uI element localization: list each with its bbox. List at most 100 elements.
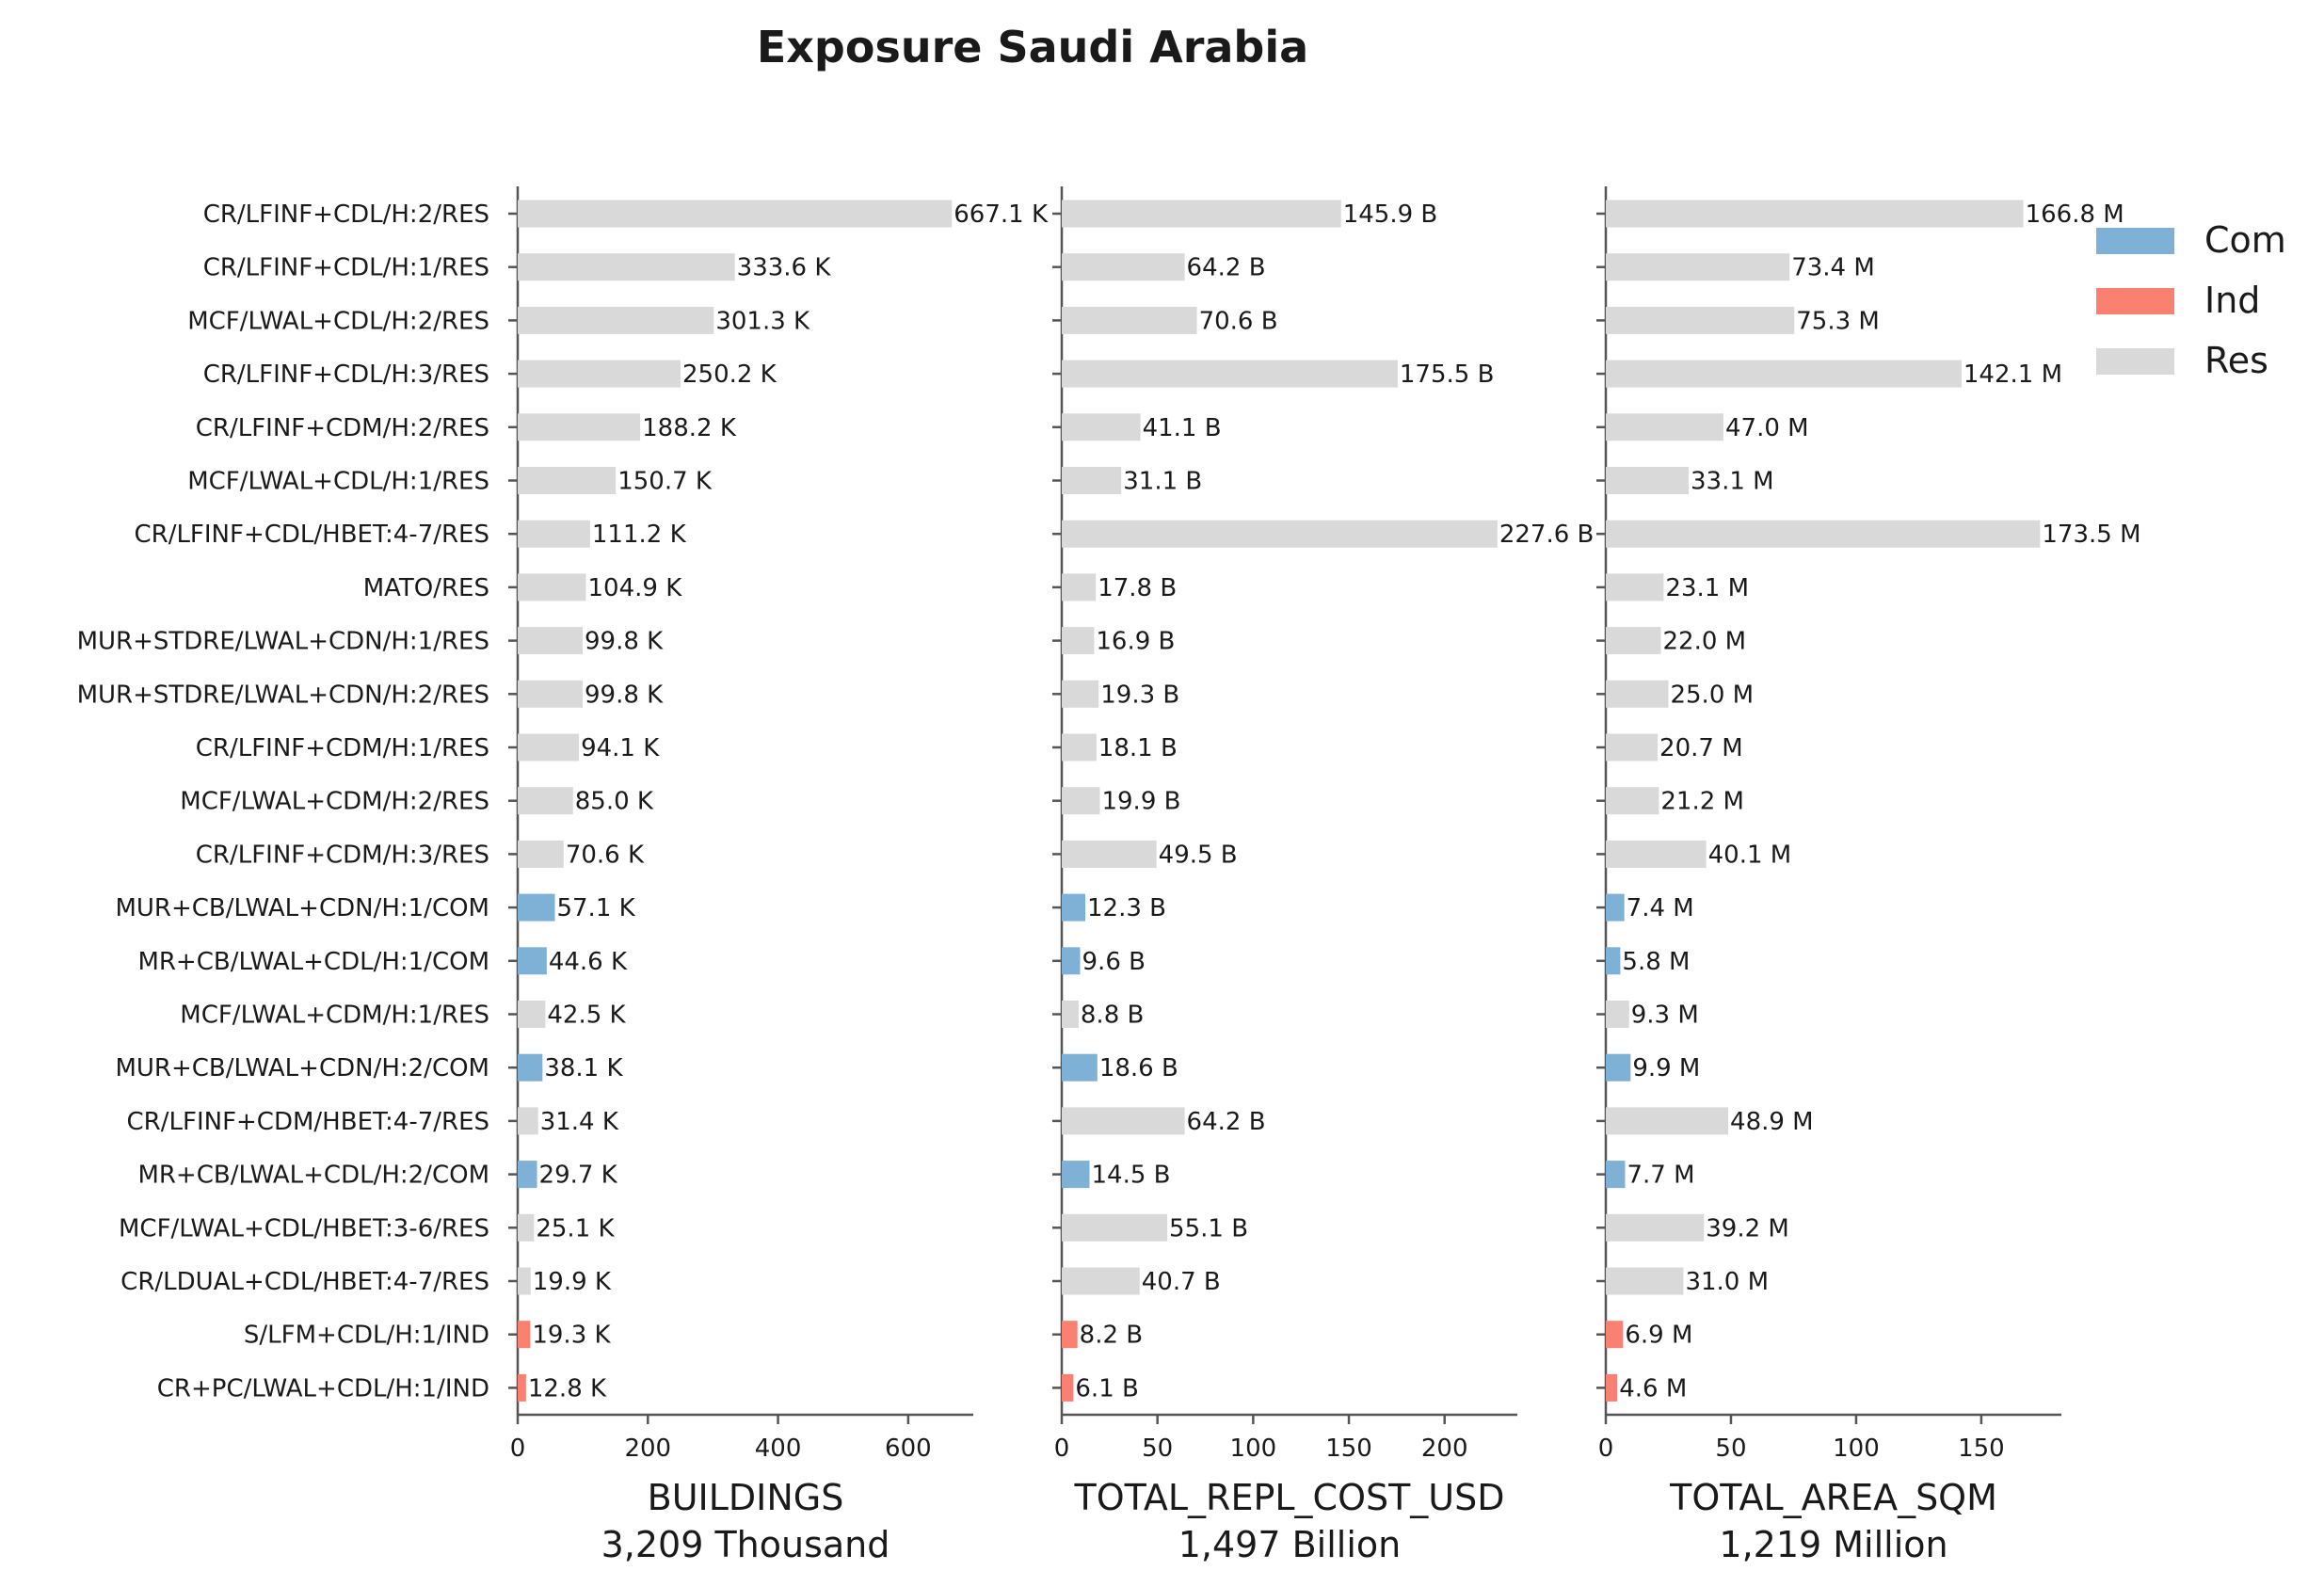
bar: [1606, 306, 1795, 334]
chart-title: Exposure Saudi Arabia: [757, 22, 1308, 72]
data-label: 175.5 B: [1400, 361, 1495, 389]
bar: [518, 1321, 531, 1349]
x-axis-label: BUILDINGS: [648, 1477, 844, 1518]
category-label: CR/LFINF+CDM/H:2/RES: [196, 414, 489, 442]
category-label: MCF/LWAL+CDL/H:2/RES: [187, 307, 489, 335]
legend-item: Ind: [2096, 280, 2260, 321]
data-label: 19.9 K: [533, 1268, 612, 1296]
bar: [1606, 200, 2024, 228]
bar: [1606, 1107, 1729, 1135]
data-label: 99.8 K: [585, 681, 664, 709]
bar: [1606, 1373, 1618, 1402]
bar: [518, 360, 681, 388]
data-label: 667.1 K: [954, 200, 1049, 229]
data-label: 9.3 M: [1631, 1002, 1699, 1030]
x-axis-label: TOTAL_REPL_COST_USD: [1073, 1477, 1504, 1518]
data-label: 21.2 M: [1660, 788, 1744, 816]
category-label: MR+CB/LWAL+CDL/H:1/COM: [137, 948, 489, 976]
x-tick-label: 50: [1142, 1435, 1173, 1463]
legend-swatch: [2096, 288, 2174, 314]
data-label: 70.6 B: [1199, 307, 1278, 335]
bar: [1062, 467, 1122, 494]
x-tick-label: 150: [1325, 1435, 1372, 1463]
data-label: 25.0 M: [1670, 681, 1754, 709]
x-tick-label: 100: [1230, 1435, 1277, 1463]
data-label: 188.2 K: [642, 414, 737, 442]
data-label: 173.5 M: [2042, 521, 2140, 549]
bar: [1062, 680, 1099, 708]
data-label: 64.2 B: [1187, 254, 1266, 282]
x-tick-label: 100: [1833, 1435, 1880, 1463]
category-label: MCF/LWAL+CDM/H:1/RES: [180, 1002, 489, 1030]
data-label: 166.8 M: [2026, 200, 2124, 229]
data-label: 19.3 B: [1100, 681, 1179, 709]
bar: [1606, 253, 1790, 281]
x-tick-label: 0: [1598, 1435, 1614, 1463]
bar: [1062, 200, 1341, 228]
category-label: MUR+CB/LWAL+CDN/H:1/COM: [115, 894, 489, 922]
x-tick-label: 0: [1054, 1435, 1070, 1463]
x-axis-label: TOTAL_AREA_SQM: [1669, 1477, 1997, 1518]
category-label: MR+CB/LWAL+CDL/H:2/COM: [137, 1162, 489, 1190]
x-tick-label: 600: [885, 1435, 932, 1463]
x-axis-subtitle: 1,497 Billion: [1178, 1524, 1402, 1565]
bar: [518, 1373, 526, 1402]
data-label: 14.5 B: [1091, 1162, 1170, 1190]
bar: [1606, 360, 1962, 388]
bar: [1606, 733, 1659, 761]
data-label: 7.4 M: [1627, 894, 1694, 922]
data-label: 49.5 B: [1159, 841, 1238, 869]
data-label: 31.0 M: [1685, 1268, 1769, 1296]
bar: [518, 680, 584, 708]
data-label: 20.7 M: [1659, 734, 1743, 762]
bar: [1062, 520, 1498, 548]
data-label: 23.1 M: [1665, 574, 1749, 602]
bar: [1606, 573, 1664, 601]
data-label: 7.7 M: [1627, 1162, 1694, 1190]
legend-item: Res: [2096, 340, 2268, 381]
bar: [518, 306, 714, 334]
category-label: CR/LFINF+CDM/HBET:4-7/RES: [127, 1108, 489, 1136]
data-label: 38.1 K: [544, 1054, 623, 1082]
bar: [1606, 840, 1707, 868]
bar: [518, 413, 641, 441]
bar: [1606, 467, 1690, 494]
chart-legend: Com Ind Res: [2096, 219, 2286, 381]
bar: [1062, 787, 1100, 815]
data-label: 64.2 B: [1187, 1108, 1266, 1136]
bar: [1062, 1373, 1074, 1402]
category-label: CR/LFINF+CDL/H:3/RES: [203, 361, 489, 389]
category-label: CR/LFINF+CDM/H:3/RES: [196, 841, 489, 869]
legend-label: Com: [2204, 219, 2286, 261]
chart-panels: CR/LFINF+CDL/H:2/RES 667.1 K CR/LFINF+CDL/…: [77, 186, 2141, 1565]
data-label: 42.5 K: [547, 1002, 626, 1030]
data-label: 17.8 B: [1098, 574, 1177, 602]
category-label: CR/LFINF+CDM/H:1/RES: [196, 734, 489, 762]
data-label: 44.6 K: [549, 948, 628, 976]
panel-2: 145.9 B 64.2 B 70.6 B 175.5 B 41.1 B 31.1 B 22…: [1052, 186, 1594, 1565]
legend-label: Res: [2204, 340, 2268, 381]
data-label: 8.2 B: [1080, 1322, 1143, 1350]
bar: [518, 947, 547, 975]
x-axis-subtitle: 3,209 Thousand: [601, 1524, 890, 1565]
data-label: 31.1 B: [1123, 468, 1202, 496]
bar: [1062, 413, 1141, 441]
data-label: 333.6 K: [737, 254, 832, 282]
legend-swatch: [2096, 348, 2174, 375]
bar: [518, 1213, 535, 1242]
legend-label: Ind: [2204, 280, 2260, 321]
category-label: CR+PC/LWAL+CDL/H:1/IND: [157, 1374, 489, 1403]
data-label: 18.1 B: [1098, 734, 1178, 762]
x-tick-label: 200: [1421, 1435, 1468, 1463]
bar: [518, 733, 580, 761]
bar: [1062, 733, 1097, 761]
bar: [1606, 1213, 1705, 1242]
data-label: 6.1 B: [1075, 1374, 1138, 1403]
bar: [1062, 573, 1097, 601]
legend-item: Com: [2096, 219, 2286, 261]
data-label: 9.6 B: [1082, 948, 1146, 976]
bar: [1062, 360, 1398, 388]
panel-3: 166.8 M 73.4 M 75.3 M 142.1 M 47.0 M 33.1 M 17…: [1596, 186, 2141, 1565]
data-label: 33.1 M: [1691, 468, 1774, 496]
